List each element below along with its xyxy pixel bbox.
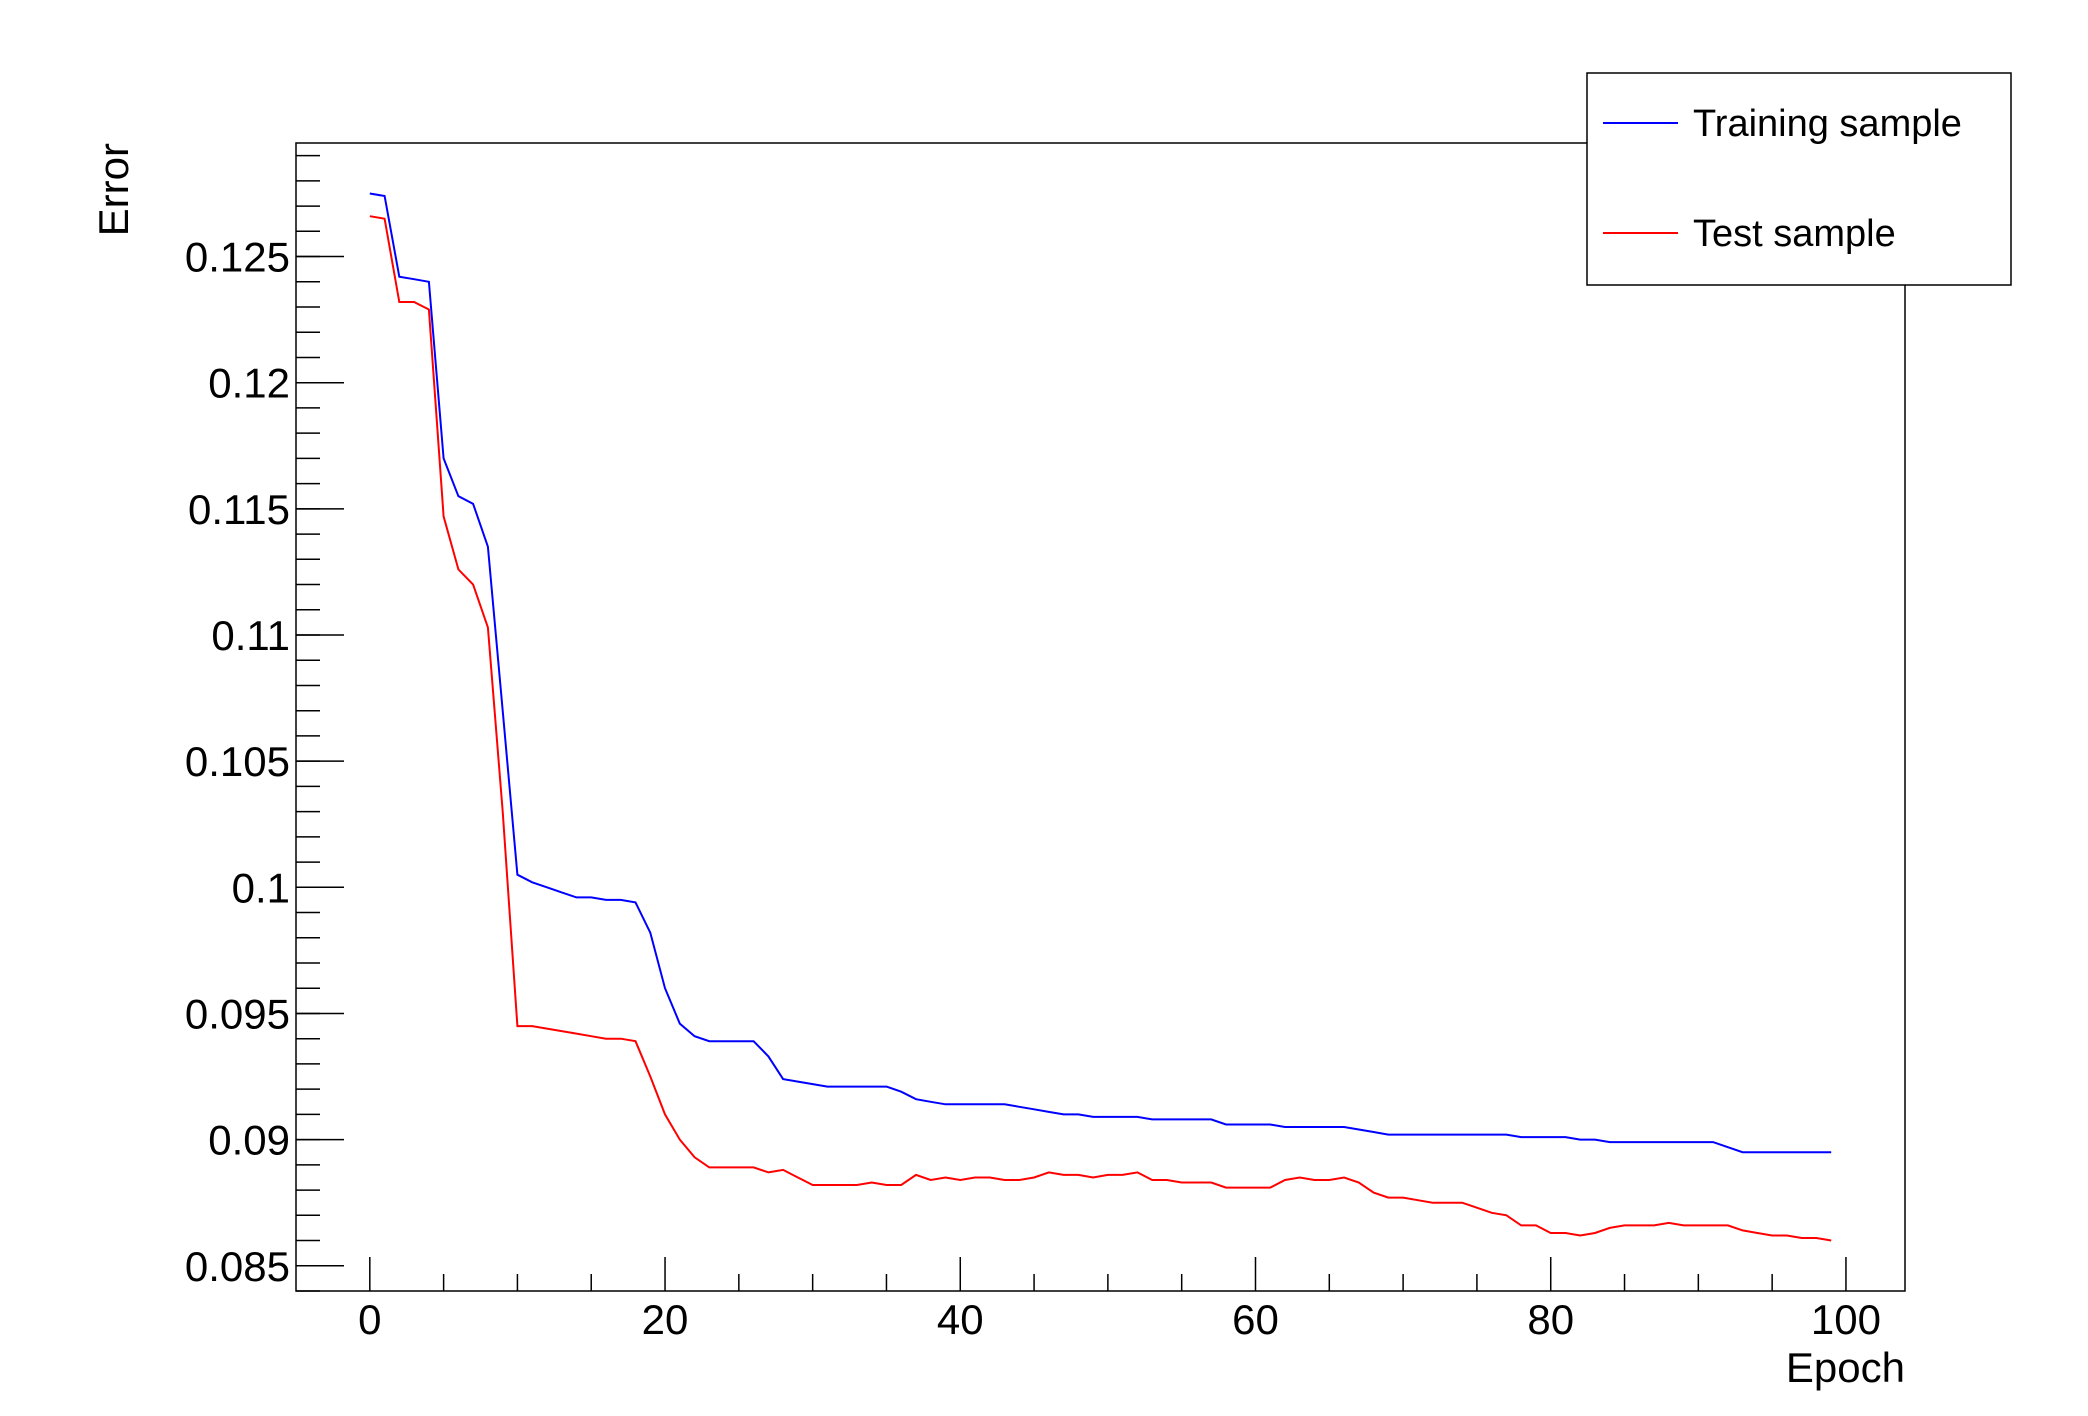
legend-label-training: Training sample (1693, 103, 1962, 145)
y-tick-label: 0.1 (232, 864, 290, 911)
training-sample-line (369, 192, 1832, 1154)
y-tick-label: 0.12 (208, 360, 290, 407)
legend-box (1586, 72, 2012, 286)
x-tick-label: 80 (1527, 1296, 1574, 1343)
y-tick-label: 0.085 (185, 1243, 290, 1290)
plot-frame (295, 142, 1906, 1292)
x-tick-label: 60 (1232, 1296, 1279, 1343)
y-tick-label: 0.09 (208, 1117, 290, 1164)
legend-label-test: Test sample (1693, 213, 1896, 255)
y-tick-label: 0.105 (185, 738, 290, 785)
y-tick-label: 0.11 (211, 612, 290, 659)
legend: Training sample Test sample (1586, 72, 2012, 286)
x-tick-label: 0 (358, 1296, 381, 1343)
x-tick-label: 20 (642, 1296, 689, 1343)
y-axis-title: Error (90, 143, 137, 236)
series-layer (369, 192, 1832, 1242)
x-axis-title: Epoch (1786, 1344, 1905, 1391)
x-tick-label: 40 (937, 1296, 984, 1343)
y-tick-label: 0.115 (188, 486, 290, 533)
y-axis-ticks: 0.085 0.09 0.095 0.1 0.105 0.11 0.115 0.12 0.125 (185, 154, 344, 1292)
y-tick-label: 0.095 (185, 990, 290, 1037)
test-sample-line (369, 215, 1832, 1242)
y-tick-label: 0.125 (185, 234, 290, 281)
x-tick-label: 100 (1811, 1296, 1881, 1343)
x-axis-ticks: 0 20 40 60 80 100 (358, 1257, 1881, 1343)
